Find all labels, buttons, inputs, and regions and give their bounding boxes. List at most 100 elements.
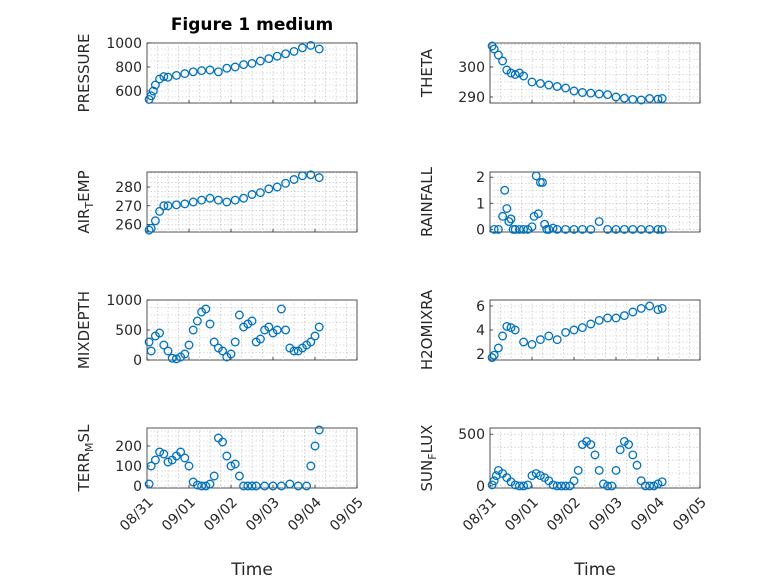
data-point (239, 193, 249, 203)
y-axis-label: TERRMSL (75, 424, 96, 493)
data-point (586, 319, 596, 329)
data-point (180, 199, 190, 209)
data-point (163, 457, 173, 467)
y-tick-label: 4 (476, 323, 485, 339)
x-tick-label: 09/02 (544, 495, 584, 535)
data-point (624, 440, 634, 450)
data-point (276, 304, 286, 314)
data-point (510, 224, 520, 234)
data-point (184, 461, 194, 471)
data-point (234, 310, 244, 320)
data-point (498, 56, 508, 66)
y-tick-label: 800 (115, 60, 142, 76)
data-point (502, 321, 512, 331)
data-point (653, 224, 663, 234)
data-point (514, 481, 524, 491)
axes-box (146, 427, 358, 489)
data-point (552, 335, 562, 345)
data-point (264, 184, 274, 194)
data-point (239, 60, 249, 70)
data-point (222, 197, 232, 207)
y-axis-label: RAINFALL (418, 166, 436, 237)
data-point (527, 471, 537, 481)
data-point (243, 481, 253, 491)
data-point (561, 481, 571, 491)
data-point (544, 224, 554, 234)
data-point (556, 481, 566, 491)
x-tick-label: 09/03 (586, 495, 626, 535)
data-point (251, 481, 261, 491)
data-point (163, 201, 173, 211)
data-point (577, 88, 587, 97)
data-point (310, 331, 320, 341)
data-point (590, 450, 600, 460)
y-axis-label: PRESSURE (75, 34, 93, 113)
data-point (260, 481, 270, 491)
data-point (209, 471, 219, 481)
data-point (586, 440, 596, 450)
data-point (506, 214, 516, 224)
data-point (510, 480, 520, 490)
data-point (594, 89, 604, 99)
x-tick-label: 09/05 (670, 495, 710, 535)
data-point (527, 222, 537, 232)
data-point (201, 304, 211, 314)
y-tick-label: 6 (476, 299, 485, 315)
data-point (150, 216, 160, 226)
data-point (310, 441, 320, 451)
data-point (628, 94, 638, 104)
data-point (213, 195, 223, 205)
subplot-6: 2 4 6 H2OMIXRA (418, 289, 701, 370)
data-point (569, 476, 579, 486)
data-point (628, 307, 638, 317)
data-point (226, 461, 236, 471)
data-point (268, 481, 278, 491)
data-point (489, 476, 499, 486)
data-point (247, 481, 257, 491)
data-point (487, 353, 497, 363)
y-axis-label: H2OMIXRA (418, 289, 436, 370)
data-point (281, 49, 291, 59)
data-point (247, 316, 257, 326)
data-point (533, 209, 543, 219)
y-axis-label: THETA (418, 48, 436, 98)
y-axis-label: SUNFLUX (418, 425, 439, 492)
data-point (230, 62, 240, 72)
y-tick-label: 1000 (106, 293, 142, 309)
y-tick-label: 1 (476, 196, 485, 212)
x-tick-label: 08/31 (117, 495, 157, 535)
data-point (586, 224, 596, 234)
data-point (561, 83, 571, 93)
data-point (611, 465, 621, 475)
data-point (255, 334, 265, 344)
y-tick-label: 0 (133, 353, 142, 369)
subplot-7: 0 100 200 TERRMSL 08/31 09/01 09/02 09/03 09/04 0… (75, 424, 367, 535)
data-point (289, 346, 299, 356)
data-point (645, 301, 655, 311)
data-point (502, 204, 512, 213)
data-point (188, 67, 198, 77)
data-point (611, 92, 621, 102)
x-axis-label-left: Time (230, 560, 273, 580)
data-point (523, 480, 533, 490)
data-point (297, 171, 307, 181)
y-tick-label: 600 (115, 84, 142, 100)
data-point (205, 319, 215, 329)
data-point (628, 450, 638, 460)
subplot-3: 260 270 280 AIRTEMP (75, 170, 358, 235)
data-point (611, 313, 621, 323)
x-tick-label: 09/04 (628, 495, 668, 535)
subplot-2: 290 300 THETA (418, 41, 701, 106)
data-point (272, 51, 282, 61)
data-point (603, 313, 613, 323)
data-point (306, 337, 316, 347)
data-point (289, 175, 299, 184)
data-point (306, 40, 316, 50)
data-point (544, 331, 554, 341)
data-point (527, 339, 537, 349)
data-point (487, 480, 497, 490)
data-point (594, 217, 604, 227)
x-tick-label: 08/31 (460, 495, 500, 535)
data-point (552, 82, 562, 91)
data-point (594, 315, 604, 325)
